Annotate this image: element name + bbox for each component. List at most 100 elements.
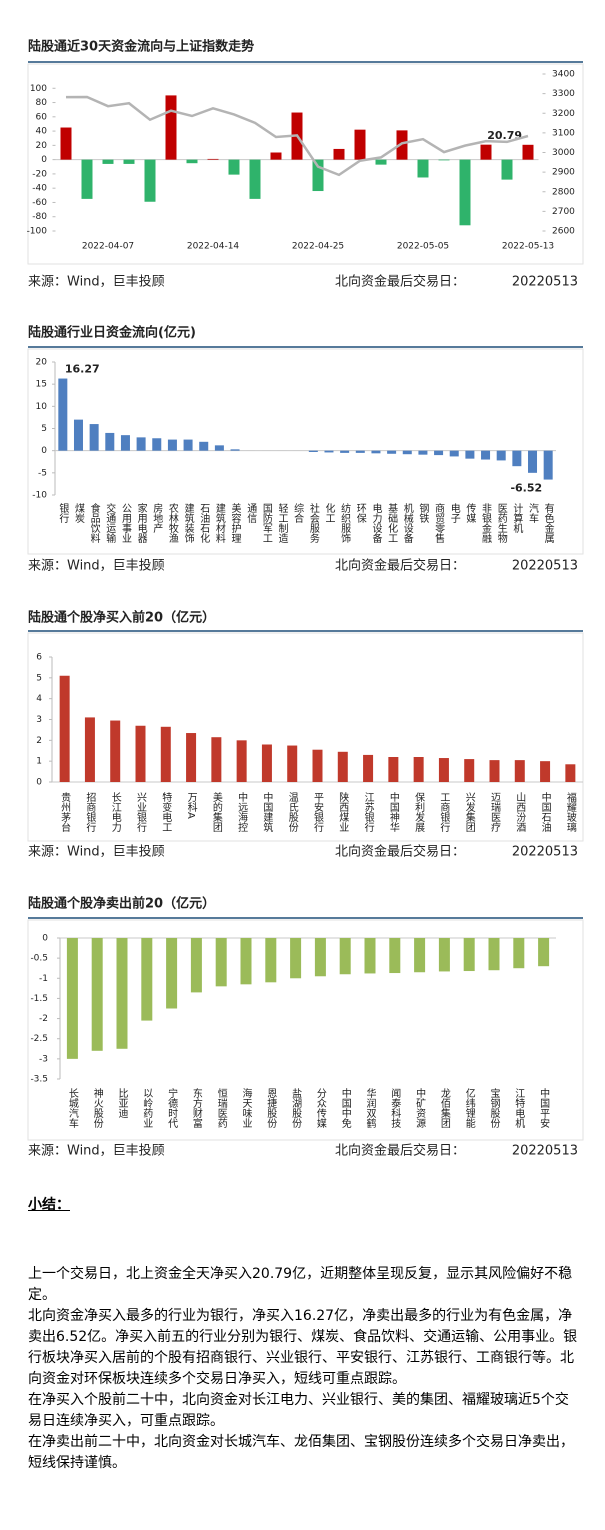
y2-tick-label: 3100 <box>552 128 575 138</box>
bar <box>81 159 93 199</box>
x-tick-label: 家用电器 <box>135 502 147 544</box>
bar <box>337 751 348 782</box>
y-tick-label: 2 <box>36 736 42 746</box>
charts: 陆股通近30天资金流向与上证指数走势 来源：Wind，巨丰投顾 北向资金最后交易… <box>27 39 584 1159</box>
y-tick-label: 5 <box>41 424 47 434</box>
bar <box>290 938 302 979</box>
last-trade-label: 北向资金最后交易日： <box>335 274 465 290</box>
bar <box>183 439 193 451</box>
y2-tick-label: 3400 <box>552 70 575 80</box>
y-tick-label: -1.5 <box>30 994 48 1004</box>
chart-title: 陆股通个股净卖出前20（亿元） <box>28 896 215 912</box>
y-tick-label: 20 <box>36 141 48 151</box>
x-tick-label: 宁德时代 <box>166 1087 178 1129</box>
x-tick-label: 纺织服饰 <box>339 502 351 544</box>
bar <box>84 717 95 782</box>
bar <box>230 449 240 451</box>
x-tick-label: 中远海控 <box>236 791 248 833</box>
x-tick-label: 环保 <box>354 503 366 524</box>
last-trade-label: 北向资金最后交易日： <box>335 1143 465 1159</box>
x-tick-label: 商贸零售 <box>433 502 445 544</box>
bar <box>240 938 252 985</box>
bar <box>528 450 538 473</box>
bar <box>211 737 222 782</box>
source: 来源：Wind，巨丰投顾 <box>28 274 165 290</box>
bar <box>496 450 506 461</box>
x-tick-label: 华润双鹤 <box>364 1087 376 1129</box>
y-tick-label: -40 <box>32 184 47 194</box>
bar <box>371 450 381 454</box>
bar <box>418 450 428 455</box>
x-tick-label: 轻工制造 <box>276 502 288 543</box>
x-tick-label: 银行 <box>57 502 69 524</box>
x-tick-label: 2022-05-05 <box>397 242 449 252</box>
bar <box>413 757 424 782</box>
last-trade-date: 20220513 <box>512 275 578 290</box>
bar <box>58 378 68 451</box>
bar <box>166 938 178 1009</box>
x-tick-label: 房地产 <box>151 502 163 534</box>
bar <box>354 129 366 160</box>
source: 来源：Wind，巨丰投顾 <box>28 558 165 574</box>
y-tick-label: -1 <box>39 974 48 984</box>
y-tick-label: -60 <box>32 198 47 208</box>
x-tick-label: 迈瑞医疗 <box>489 792 501 833</box>
value-label: 16.27 <box>65 363 100 376</box>
x-tick-label: 万科A <box>185 792 197 819</box>
bar <box>438 758 449 782</box>
x-tick-label: 化工 <box>323 502 335 523</box>
x-tick-label: 长城汽车 <box>66 1088 78 1129</box>
bar <box>261 744 272 782</box>
bar <box>324 450 334 453</box>
y-tick-label: 1 <box>36 757 42 767</box>
bar <box>135 725 146 782</box>
bar <box>514 760 525 782</box>
bar <box>120 435 130 451</box>
bar <box>512 450 522 467</box>
last-trade-date: 20220513 <box>512 559 578 574</box>
y-tick-label: 0 <box>36 778 42 788</box>
bar <box>141 938 153 1021</box>
bar <box>465 450 475 459</box>
x-tick-label: 非银金融 <box>480 503 492 544</box>
bar <box>388 757 399 782</box>
last-trade-date: 20220513 <box>512 845 578 860</box>
bar <box>186 159 198 164</box>
x-tick-label: 中国石油 <box>539 791 551 832</box>
bar <box>136 437 146 451</box>
x-tick-label: 江苏银行 <box>362 792 374 833</box>
y2-tick-label: 2600 <box>552 227 575 237</box>
bar <box>287 745 298 782</box>
summary-paragraph: 北向资金净买入最多的行业为银行，净买入16.27亿，净卖出最多的行业为有色金属，… <box>28 1308 578 1387</box>
x-tick-label: 建筑材料 <box>213 502 225 544</box>
x-tick-label: 公用事业 <box>119 503 131 543</box>
bar <box>110 720 121 782</box>
bar <box>438 938 450 972</box>
y-tick-label: 20 <box>36 358 48 368</box>
y-tick-label: 40 <box>36 127 48 137</box>
bar <box>402 450 412 455</box>
chart-frame <box>27 632 584 842</box>
bar <box>190 938 202 993</box>
bar <box>123 159 135 164</box>
bar <box>73 419 83 451</box>
y-tick-label: 5 <box>36 673 42 683</box>
x-tick-label: 中国建筑 <box>261 791 273 832</box>
x-tick-label: 钢铁 <box>417 502 429 524</box>
y-tick-label: -20 <box>32 169 47 179</box>
x-tick-label: 通信 <box>245 503 257 524</box>
summary-heading: 小结： <box>28 1197 70 1213</box>
bar <box>186 733 197 782</box>
summary-paragraph: 在净买入个股前二十中，北向资金对长江电力、兴业银行、美的集团、福耀玻璃近5个交易… <box>28 1392 569 1429</box>
x-tick-label: 贵州茅台 <box>59 791 71 833</box>
summary: 小结： 上一个交易日，北上资金全天净买入20.79亿，近期整体呈现反复，显示其风… <box>28 1195 580 1474</box>
bar <box>236 740 247 782</box>
bar <box>59 675 70 782</box>
x-tick-label: 山西汾酒 <box>514 792 526 833</box>
y-tick-label: -10 <box>32 491 47 501</box>
bar <box>340 450 350 453</box>
x-tick-label: 中国神华 <box>387 791 399 833</box>
x-tick-label: 交通运输 <box>104 502 116 544</box>
x-tick-label: 恒瑞医药 <box>215 1087 227 1129</box>
bar <box>375 159 387 165</box>
